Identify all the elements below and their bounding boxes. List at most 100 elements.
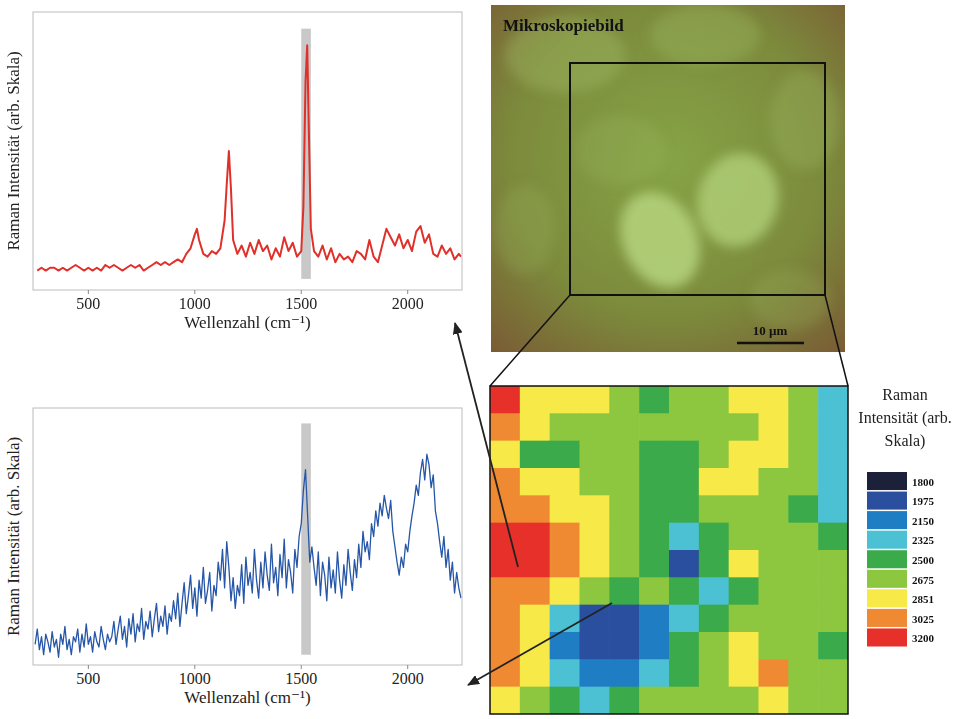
map-cell: [580, 495, 610, 523]
map-cell: [699, 468, 729, 496]
map-cell: [729, 386, 759, 414]
map-cell: [580, 468, 610, 496]
map-cell: [759, 413, 789, 441]
map-cell: [729, 413, 759, 441]
map-cell: [580, 687, 610, 714]
y-axis-title: Raman Intensität (arb. Skala): [4, 437, 23, 636]
image-title: Mikroskopiebild: [503, 16, 624, 35]
map-cell: [609, 687, 639, 714]
map-cell: [788, 577, 818, 605]
map-cell: [669, 413, 699, 441]
map-cell: [580, 632, 610, 660]
map-cell: [609, 577, 639, 605]
x-tick-label: 2000: [392, 670, 424, 687]
map-cell: [639, 413, 669, 441]
map-cell: [788, 413, 818, 441]
map-cell: [729, 441, 759, 469]
map-cell: [729, 468, 759, 496]
map-cell: [818, 550, 848, 578]
map-cell: [520, 413, 550, 441]
x-axis-title: Wellenzahl (cm⁻¹): [184, 688, 310, 707]
map-cell: [639, 495, 669, 523]
map-cell: [520, 523, 550, 551]
plot-frame: [33, 12, 462, 290]
roi-box: [570, 63, 825, 295]
map-cell: [669, 441, 699, 469]
map-cells: [490, 386, 848, 714]
x-tick-label: 500: [76, 295, 100, 312]
map-cell: [759, 632, 789, 660]
colorbar-label: 2325: [912, 534, 935, 546]
cell-blob: [770, 70, 840, 170]
map-cell: [490, 550, 520, 578]
spectrum-line: [37, 45, 461, 270]
map-cell: [788, 632, 818, 660]
map-cell: [788, 659, 818, 687]
colorbar-swatch: [867, 472, 907, 490]
map-cell: [818, 632, 848, 660]
map-cell: [609, 413, 639, 441]
map-cell: [669, 523, 699, 551]
map-cell: [490, 441, 520, 469]
map-cell: [818, 386, 848, 414]
colorbar-label: 1975: [912, 495, 935, 507]
map-cell: [729, 523, 759, 551]
map-cell: [639, 632, 669, 660]
map-cell: [550, 687, 580, 714]
map-cell: [669, 550, 699, 578]
map-cell: [609, 495, 639, 523]
map-cell: [550, 386, 580, 414]
map-cell: [759, 441, 789, 469]
map-cell: [788, 523, 818, 551]
map-cell: [490, 523, 520, 551]
map-cell: [729, 577, 759, 605]
cell-blob: [575, 115, 665, 185]
map-cell: [609, 468, 639, 496]
map-cell: [490, 468, 520, 496]
colorbar-title: RamanIntensität (arb.Skala): [858, 386, 951, 450]
map-cell: [699, 441, 729, 469]
map-cell: [699, 687, 729, 714]
map-cell: [818, 659, 848, 687]
map-cell: [759, 659, 789, 687]
microscopy-image: [491, 5, 845, 352]
map-cell: [609, 550, 639, 578]
plot-area: [35, 423, 461, 657]
map-cell: [788, 495, 818, 523]
map-cell: [788, 550, 818, 578]
colorbar-label: 2150: [912, 515, 935, 527]
map-cell: [729, 632, 759, 660]
map-cell: [520, 468, 550, 496]
map-cell: [520, 659, 550, 687]
x-tick-label: 1500: [285, 670, 317, 687]
map-cell: [699, 413, 729, 441]
map-cell: [699, 632, 729, 660]
colorbar-swatch: [867, 492, 907, 510]
map-cell: [520, 386, 550, 414]
map-cell: [699, 550, 729, 578]
plot-background: [33, 408, 462, 665]
map-cell: [580, 659, 610, 687]
x-tick-label: 1500: [285, 295, 317, 312]
x-tick: [88, 290, 89, 294]
map-cell: [729, 550, 759, 578]
colorbar-swatch: [867, 589, 907, 607]
map-cell: [550, 413, 580, 441]
map-cell: [639, 687, 669, 714]
map-cell: [818, 687, 848, 714]
x-tick: [301, 665, 302, 669]
x-tick: [194, 290, 195, 294]
map-cell: [550, 659, 580, 687]
map-cell: [639, 550, 669, 578]
map-cell: [759, 687, 789, 714]
cell-blob: [650, 5, 760, 65]
colorbar-label: 2500: [912, 554, 935, 566]
map-cell: [699, 386, 729, 414]
x-tick: [88, 665, 89, 669]
map-cell: [550, 523, 580, 551]
map-cell: [580, 386, 610, 414]
map-cell: [669, 687, 699, 714]
map-cell: [580, 523, 610, 551]
colorbar-swatch: [867, 511, 907, 529]
map-cell: [520, 550, 550, 578]
